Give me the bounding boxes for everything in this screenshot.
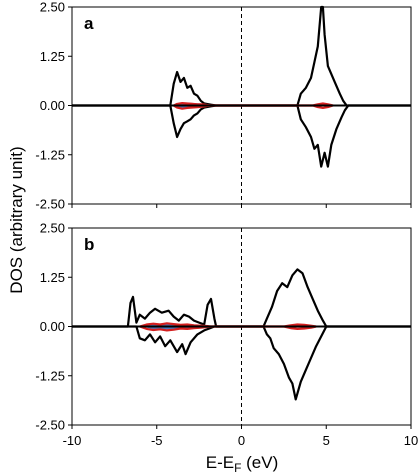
x-tick-label: 5 (323, 433, 330, 448)
y-tick-label: -2.50 (35, 197, 65, 212)
x-tick-label: -10 (63, 433, 82, 448)
y-tick-label: 0.00 (40, 319, 65, 334)
panel-label: a (84, 14, 94, 33)
series-total-spin-up (72, 268, 411, 328)
panel-a: 2.50 1.25 0.00 -1.25 -2.50 a (35, 0, 412, 212)
y-tick-label: -2.50 (35, 418, 65, 433)
y-tick-label: 1.25 (40, 270, 65, 285)
y-tick-label: 0.00 (40, 98, 65, 113)
series-red-spin-down (139, 325, 317, 332)
x-axis-title-unit: (eV) (241, 453, 278, 472)
y-tick-label: 2.50 (40, 221, 65, 236)
y-tick-label: 1.25 (40, 49, 65, 64)
y-axis-title: DOS (arbitrary unit) (7, 146, 26, 293)
x-axis-title-sub: F (234, 461, 241, 475)
panels-layer: 2.50 1.25 0.00 -1.25 -2.50 a 2.50 1.25 0.00 -1.25… (35, 0, 418, 448)
x-tick-label: 0 (238, 433, 245, 448)
y-tick-label: 2.50 (40, 0, 65, 15)
x-tick-label: 10 (404, 433, 418, 448)
x-axis-title: E-EF (eV) (206, 453, 279, 475)
y-tick-label: -1.25 (35, 368, 65, 383)
y-tick-label: -1.25 (35, 147, 65, 162)
panel-b: 2.50 1.25 0.00 -1.25 -2.50-10 -5 0 5 10 b (35, 221, 418, 449)
panel-label: b (84, 235, 94, 254)
x-tick-label: -5 (151, 433, 163, 448)
x-axis-title-main: E-E (206, 453, 234, 472)
